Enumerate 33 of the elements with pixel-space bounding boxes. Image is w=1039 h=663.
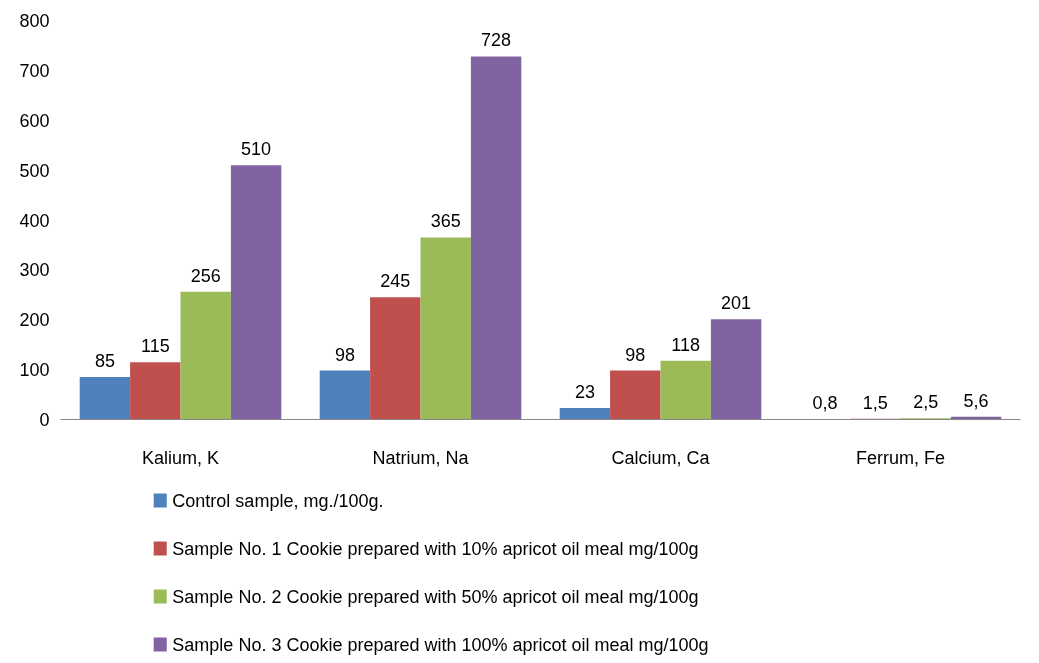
data-label: 2,5 bbox=[913, 392, 939, 413]
x-tick-label: Calcium, Ca bbox=[611, 447, 711, 468]
legend-label: Sample No. 3 Cookie prepared with 100% apricot oil meal mg/100g bbox=[172, 634, 709, 655]
data-label: 510 bbox=[241, 139, 272, 160]
y-tick-label: 700 bbox=[19, 60, 50, 81]
y-tick-label: 600 bbox=[19, 110, 50, 131]
x-tick-label: Ferrum, Fe bbox=[856, 447, 946, 468]
data-label: 85 bbox=[94, 351, 115, 372]
y-tick-label: 200 bbox=[19, 310, 50, 331]
data-label: 118 bbox=[671, 334, 701, 355]
data-label: 23 bbox=[574, 382, 595, 403]
x-tick-label: Kalium, K bbox=[141, 447, 220, 468]
data-label: 5,6 bbox=[963, 390, 989, 411]
legend-label: Control sample, mg./100g. bbox=[172, 490, 384, 511]
data-label: 1,5 bbox=[862, 392, 888, 413]
data-label: 0,8 bbox=[812, 393, 838, 414]
y-tick-label: 0 bbox=[39, 410, 50, 430]
data-label: 245 bbox=[380, 271, 411, 292]
y-tick-label: 100 bbox=[19, 360, 50, 381]
x-tick-label: Natrium, Na bbox=[372, 447, 470, 468]
data-label: 256 bbox=[190, 265, 221, 286]
y-tick-label: 400 bbox=[19, 210, 50, 231]
legend-label: Sample No. 1 Cookie prepared with 10% apricot oil meal mg/100g bbox=[172, 538, 699, 559]
data-label: 98 bbox=[625, 344, 646, 365]
legend-label: Sample No. 2 Cookie prepared with 50% apricot oil meal mg/100g bbox=[172, 586, 699, 607]
data-label: 365 bbox=[430, 211, 461, 232]
data-label: 98 bbox=[334, 344, 355, 365]
data-label: 728 bbox=[481, 30, 512, 51]
y-tick-label: 800 bbox=[19, 11, 50, 31]
y-tick-label: 500 bbox=[19, 160, 50, 181]
data-label: 201 bbox=[721, 293, 752, 314]
y-tick-label: 300 bbox=[19, 260, 50, 281]
data-label: 115 bbox=[140, 336, 170, 357]
